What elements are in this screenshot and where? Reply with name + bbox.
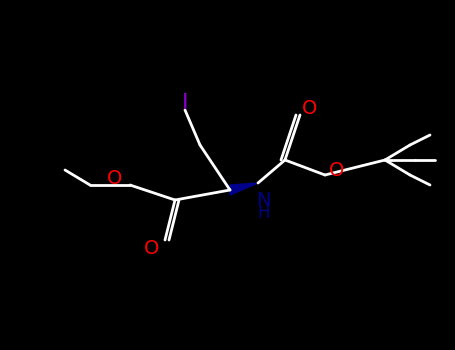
Text: O: O — [302, 98, 318, 118]
Text: O: O — [329, 161, 345, 180]
Text: H: H — [258, 204, 270, 222]
Text: N: N — [256, 190, 270, 210]
Text: I: I — [182, 93, 188, 113]
Polygon shape — [230, 183, 258, 195]
Text: O: O — [144, 238, 160, 258]
Text: O: O — [107, 168, 123, 188]
